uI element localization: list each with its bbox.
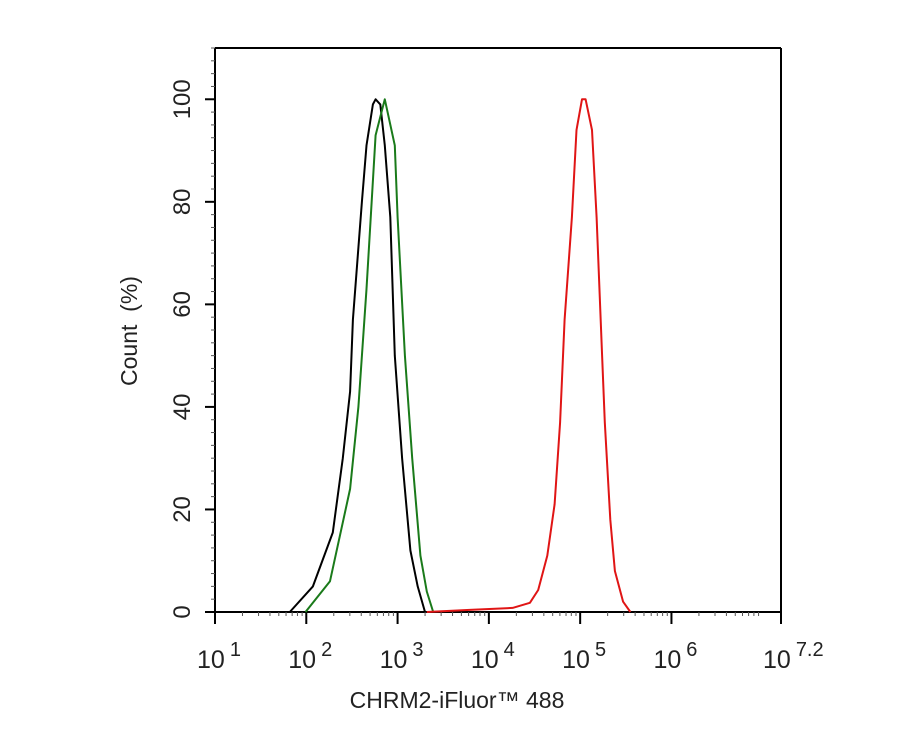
axes — [205, 48, 781, 624]
y-tick-label: 20 — [169, 496, 196, 523]
y-tick-labels: 0 20 40 60 80 100 — [169, 79, 196, 618]
y-tick-label: 0 — [169, 605, 196, 618]
y-tick-label: 80 — [169, 188, 196, 215]
series-line-2 — [306, 99, 434, 612]
x-axis-label: CHRM2-iFluor™ 488 — [350, 687, 565, 713]
series-line-3 — [427, 99, 631, 612]
y-tick-label: 100 — [169, 79, 196, 119]
series-group — [290, 99, 631, 612]
y-tick-label: 60 — [169, 291, 196, 318]
y-axis-label: Count (%) — [116, 276, 142, 386]
y-tick-label: 40 — [169, 394, 196, 421]
